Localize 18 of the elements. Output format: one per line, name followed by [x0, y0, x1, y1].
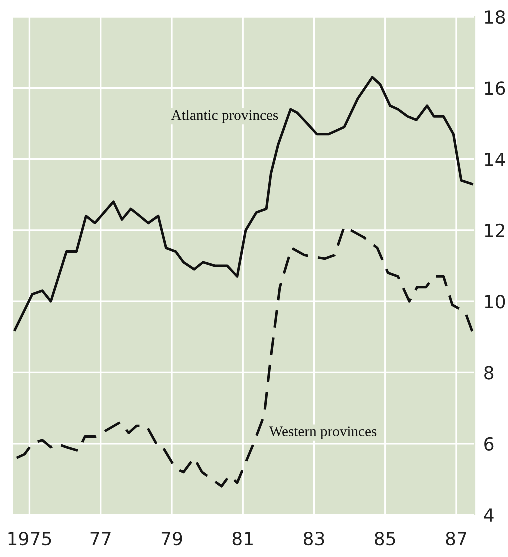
y-tick-label: 12 — [485, 224, 504, 238]
x-tick-label: 1975 — [8, 532, 52, 546]
series-label: Western provinces — [269, 426, 377, 440]
y-tick-label: 14 — [485, 152, 506, 166]
x-tick-label: 83 — [304, 532, 324, 546]
x-tick-label: 85 — [375, 532, 396, 546]
x-tick-label: 87 — [446, 532, 466, 546]
y-tick-label: 4 — [484, 508, 494, 522]
x-tick-label: 77 — [90, 532, 111, 546]
line-series — [14, 76, 474, 332]
x-tick-label: 81 — [232, 532, 253, 546]
x-tick-label: 79 — [162, 532, 182, 546]
y-tick-label: 18 — [485, 10, 506, 24]
y-tick-label: 10 — [485, 295, 506, 309]
series-label: Atlantic provinces — [171, 110, 278, 124]
y-tick-label: 6 — [484, 437, 494, 451]
y-tick-label: 16 — [485, 82, 506, 96]
y-tick-label: 8 — [484, 366, 494, 380]
